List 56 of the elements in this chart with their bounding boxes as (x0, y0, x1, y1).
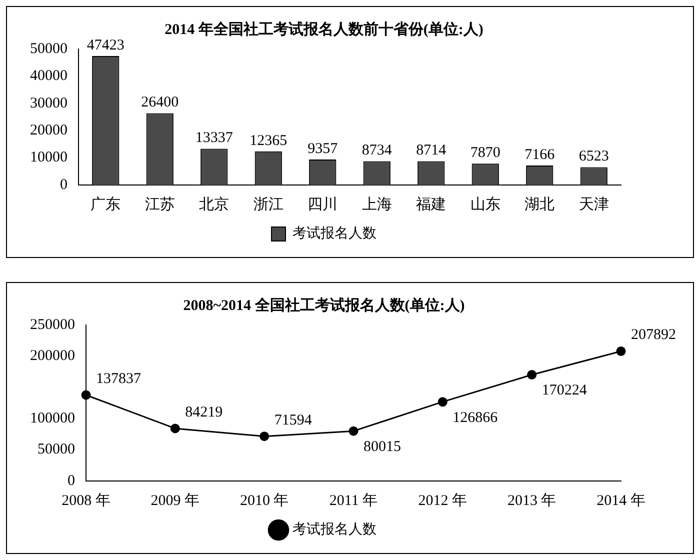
x-tick-label: 2013 年 (507, 492, 556, 509)
point (348, 426, 358, 436)
x-tick-label: 北京 (199, 196, 230, 213)
x-tick-label: 广东 (90, 196, 121, 213)
data-label: 13337 (195, 130, 234, 146)
x-tick-label: 山东 (470, 196, 500, 213)
point (260, 432, 270, 442)
y-tick-label: 50000 (38, 442, 75, 458)
x-tick-label: 2009 年 (150, 492, 200, 509)
chart-title: 2014 年全国社工考试报名人数前十省份(单位:人) (164, 20, 484, 38)
y-tick-label: 100000 (30, 410, 75, 427)
data-label: 71594 (274, 412, 312, 428)
x-tick-label: 2011 年 (329, 492, 378, 509)
data-label: 9357 (308, 140, 338, 157)
y-tick-label: 50000 (30, 40, 68, 57)
x-tick-label: 2014 年 (596, 492, 646, 509)
data-label: 170224 (542, 382, 588, 399)
x-tick-label: 2008 年 (62, 492, 110, 509)
x-tick-label: 湖北 (524, 196, 555, 213)
y-tick-label: 200000 (30, 348, 75, 364)
data-label: 6523 (578, 148, 609, 165)
data-label: 126866 (452, 410, 498, 426)
data-label: 80015 (364, 439, 401, 456)
data-label: 137837 (96, 370, 142, 387)
data-label: 207892 (631, 327, 676, 344)
x-tick-label: 上海 (362, 196, 392, 213)
x-tick-label: 江苏 (144, 196, 175, 213)
y-tick-label: 10000 (30, 150, 68, 166)
chart-title: 2008~2014 全国社工考试报名人数(单位:人) (183, 296, 465, 314)
x-tick-label: 四川 (308, 196, 338, 213)
y-tick-label: 250000 (30, 316, 75, 333)
x-tick-label: 浙江 (253, 196, 284, 213)
y-tick-label: 0 (68, 472, 75, 489)
x-tick-label: 2010 年 (240, 492, 289, 509)
x-tick-label: 2012 年 (418, 492, 468, 509)
data-label: 8734 (362, 142, 392, 159)
point (170, 424, 180, 434)
data-label: 7166 (524, 146, 556, 163)
y-tick-label: 40000 (30, 68, 68, 84)
y-tick-label: 0 (60, 176, 68, 193)
data-label: 84219 (185, 404, 223, 420)
point (81, 390, 91, 400)
x-tick-label: 福建 (416, 196, 446, 213)
legend-label: 考试报名人数 (292, 522, 376, 538)
data-label: 12365 (250, 132, 288, 149)
y-tick-label: 30000 (30, 95, 68, 112)
data-label: 26400 (141, 94, 179, 111)
legend-label: 考试报名人数 (292, 226, 376, 242)
x-tick-label: 天津 (578, 196, 609, 213)
point (527, 370, 537, 380)
data-label: 7870 (470, 145, 500, 162)
data-label: 47423 (86, 37, 124, 54)
point (616, 346, 626, 356)
data-label: 8714 (416, 142, 447, 159)
point (438, 397, 448, 407)
y-tick-label: 20000 (30, 122, 68, 139)
